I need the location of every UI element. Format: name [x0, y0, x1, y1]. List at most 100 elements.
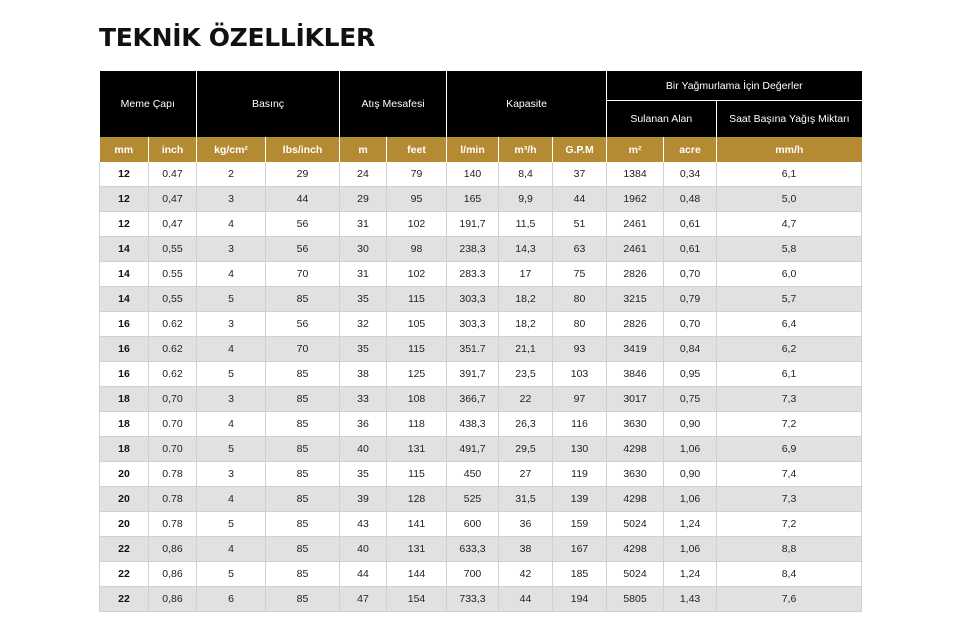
table-cell: 44: [264, 186, 340, 212]
table-cell: 18: [99, 386, 149, 412]
table-cell: 1384: [606, 162, 664, 187]
table-row: 12 0.47 2 29 24 79 140 8,4 37 1384 0,34 6,1: [99, 162, 863, 187]
table-cell: 0,47: [148, 186, 197, 212]
unit-cell: l/min: [446, 137, 499, 162]
table-cell: 98: [386, 236, 447, 262]
table-cell: 0,70: [663, 311, 717, 337]
table-cell: 4: [196, 261, 266, 287]
table-cell: 18: [99, 436, 149, 462]
table-cell: 44: [339, 561, 387, 587]
table-cell: 31,5: [498, 486, 553, 512]
table-cell: 12: [99, 186, 149, 212]
table-cell: 9,9: [498, 186, 553, 212]
table-cell: 116: [552, 411, 607, 437]
table-cell: 75: [552, 261, 607, 287]
table-cell: 14: [99, 261, 149, 287]
table-cell: 0,61: [663, 211, 717, 237]
table-cell: 1,24: [663, 561, 717, 587]
per-sprinkler-header: Bir Yağmurlama İçin Değerler: [606, 71, 862, 101]
table-cell: 0,55: [148, 236, 197, 262]
table-cell: 6,4: [716, 311, 863, 337]
table-cell: 2826: [606, 261, 664, 287]
table-cell: 0,86: [148, 536, 197, 562]
table-cell: 4298: [606, 436, 664, 462]
unit-cell: inch: [148, 137, 197, 162]
table-cell: 30: [339, 236, 387, 262]
table-cell: 1,24: [663, 511, 717, 537]
table-cell: 85: [264, 286, 340, 312]
table-row: 12 0,47 4 56 31 102 191,7 11,5 51 2461 0,61 4,7: [99, 211, 863, 237]
table-cell: 22: [99, 586, 149, 612]
table-cell: 22: [99, 536, 149, 562]
table-cell: 4: [196, 336, 266, 362]
table-cell: 5024: [606, 511, 664, 537]
table-cell: 450: [446, 461, 499, 487]
table-cell: 11,5: [498, 211, 553, 237]
table-cell: 7,3: [716, 386, 863, 412]
table-cell: 22: [498, 386, 553, 412]
table-cell: 7,2: [716, 411, 863, 437]
table-cell: 85: [264, 461, 340, 487]
group-header-row: Meme Çapı Basınç Atış Mesafesi Kapasite …: [99, 71, 862, 137]
table-row: 16 0.62 4 70 35 115 351.7 21,1 93 3419 0,84 6,2: [99, 336, 863, 362]
table-cell: 0,79: [663, 286, 717, 312]
irrigated-area-header: Sulanan Alan: [606, 100, 717, 137]
table-row: 18 0,70 3 85 33 108 366,7 22 97 3017 0,75 7,3: [99, 386, 863, 412]
unit-cell: acre: [663, 137, 717, 162]
table-cell: 5: [196, 361, 266, 387]
spec-table: Meme Çapı Basınç Atış Mesafesi Kapasite …: [99, 71, 863, 612]
table-cell: 20: [99, 486, 149, 512]
table-cell: 80: [552, 311, 607, 337]
table-cell: 14,3: [498, 236, 553, 262]
table-cell: 700: [446, 561, 499, 587]
table-cell: 5,8: [716, 236, 863, 262]
table-cell: 5805: [606, 586, 664, 612]
table-cell: 0,55: [148, 286, 197, 312]
table-cell: 0,70: [663, 261, 717, 287]
table-cell: 32: [339, 311, 387, 337]
table-cell: 0,86: [148, 561, 197, 587]
table-cell: 17: [498, 261, 553, 287]
table-row: 22 0,86 4 85 40 131 633,3 38 167 4298 1,06 8,8: [99, 536, 863, 562]
table-cell: 3: [196, 186, 266, 212]
table-cell: 35: [339, 336, 387, 362]
unit-cell: feet: [386, 137, 447, 162]
table-cell: 18,2: [498, 286, 553, 312]
table-cell: 42: [498, 561, 553, 587]
table-cell: 31: [339, 261, 387, 287]
table-cell: 6,1: [716, 162, 863, 187]
table-cell: 51: [552, 211, 607, 237]
table-cell: 8,4: [498, 162, 553, 187]
table-cell: 4: [196, 536, 266, 562]
unit-row: mm inch kg/cm² lbs/inch m feet l/min m³/h G.P.M m…: [99, 137, 862, 162]
table-cell: 108: [386, 386, 447, 412]
rain-per-hour-header: Saat Başına Yağış Miktarı: [716, 100, 862, 137]
table-cell: 6,0: [716, 261, 863, 287]
table-row: 18 0.70 5 85 40 131 491,7 29,5 130 4298 1,06 6,9: [99, 436, 863, 462]
table-row: 18 0.70 4 85 36 118 438,3 26,3 116 3630 0,90 7,2: [99, 411, 863, 437]
table-cell: 47: [339, 586, 387, 612]
table-cell: 2461: [606, 211, 664, 237]
unit-cell: mm: [99, 137, 149, 162]
table-cell: 1,43: [663, 586, 717, 612]
table-cell: 0.70: [148, 411, 197, 437]
table-cell: 125: [386, 361, 447, 387]
table-cell: 29,5: [498, 436, 553, 462]
table-cell: 238,3: [446, 236, 499, 262]
table-cell: 20: [99, 461, 149, 487]
table-cell: 633,3: [446, 536, 499, 562]
table-cell: 2826: [606, 311, 664, 337]
table-cell: 21,1: [498, 336, 553, 362]
table-cell: 35: [339, 461, 387, 487]
table-cell: 167: [552, 536, 607, 562]
table-cell: 0.55: [148, 261, 197, 287]
table-cell: 14: [99, 286, 149, 312]
table-cell: 6,9: [716, 436, 863, 462]
table-cell: 63: [552, 236, 607, 262]
pressure-header: Basınç: [195, 71, 340, 137]
table-cell: 303,3: [446, 311, 499, 337]
table-cell: 115: [386, 461, 447, 487]
table-cell: 14: [99, 236, 149, 262]
table-cell: 16: [99, 311, 149, 337]
table-cell: 4: [196, 486, 266, 512]
